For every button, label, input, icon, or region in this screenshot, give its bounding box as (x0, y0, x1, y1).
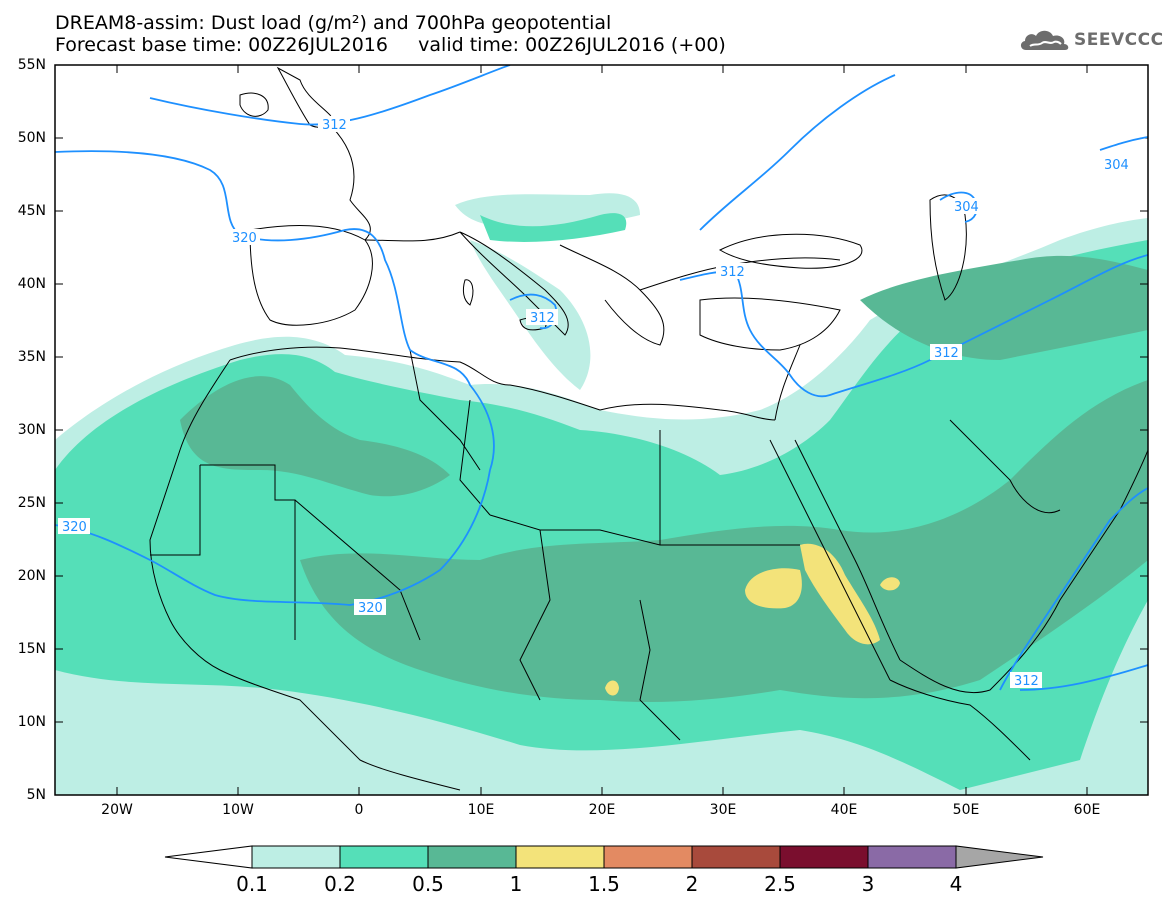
lat-label: 55N (17, 57, 46, 73)
contour-312-mideast (679, 74, 1148, 398)
lat-label: 25N (17, 495, 46, 511)
lon-label: 20E (588, 802, 616, 818)
lon-label: 50E (952, 802, 980, 818)
seevccc-logo: SEEVCCC (1018, 26, 1163, 56)
colorbar-swatch (251, 845, 341, 869)
colorbar-swatch (603, 845, 693, 869)
colorbar-label: 1 (509, 872, 523, 896)
contour-label: 312 (1014, 674, 1039, 689)
lat-label: 50N (17, 130, 46, 146)
lat-label: 10N (17, 714, 46, 730)
title-line-1: DREAM8-assim: Dust load (g/m²) and 700hP… (55, 12, 612, 34)
dust-field-0.5 (180, 376, 450, 497)
dust-field-1.0-east (880, 577, 900, 591)
colorbar-swatch (339, 845, 429, 869)
contour-label: 320 (232, 231, 257, 246)
contour-labels: 312 320 312 312 312 304 304 320 320 312 (58, 116, 1132, 689)
lon-label: 10W (222, 802, 254, 818)
colorbar-label: 1.5 (588, 872, 620, 896)
contour-312-south (999, 487, 1148, 691)
title-line-2: Forecast base time: 00Z26JUL2016 valid t… (55, 34, 726, 56)
colorbar-label: 0.1 (236, 872, 268, 896)
colorbar-swatch-below (164, 845, 253, 869)
lat-label: 15N (17, 641, 46, 657)
lat-label: 30N (17, 422, 46, 438)
lon-label: 60E (1073, 802, 1101, 818)
dust-field-0.2-italy (480, 213, 627, 242)
colorbar-swatch (779, 845, 869, 869)
contour-label: 304 (954, 200, 979, 215)
contour-label: 312 (322, 118, 347, 133)
dust-field-0.5-central (300, 380, 1148, 702)
logo-text: SEEVCCC (1074, 30, 1164, 50)
colorbar-label: 2.5 (764, 872, 796, 896)
colorbar-swatch-above (955, 845, 1044, 869)
colorbar-swatch (867, 845, 957, 869)
lon-label: 40E (830, 802, 858, 818)
lat-label: 45N (17, 203, 46, 219)
contour-label: 320 (358, 601, 383, 616)
contour-label: 320 (62, 520, 87, 535)
contour-label: 312 (530, 311, 555, 326)
map-frame (54, 64, 1149, 796)
lon-label: 20W (101, 802, 133, 818)
lon-label: 0 (354, 802, 364, 818)
cloud-icon (1020, 30, 1069, 50)
colorbar-label: 3 (861, 872, 875, 896)
colorbar-swatch (515, 845, 605, 869)
colorbar-label: 0.5 (412, 872, 444, 896)
dust-field-0.5-arabia (860, 255, 1148, 360)
contour-label: 312 (720, 265, 745, 280)
colorbar-label: 4 (949, 872, 963, 896)
contour-label: 304 (1104, 158, 1129, 173)
lat-label: 5N (26, 787, 46, 803)
lon-label: 10E (467, 802, 495, 818)
lat-label: 35N (17, 349, 46, 365)
contour-label: 312 (934, 346, 959, 361)
dust-field-1.0-chad (605, 680, 619, 696)
contour-312-central (509, 293, 558, 330)
colorbar-label: 0.2 (324, 872, 356, 896)
colorbar-swatch (427, 845, 517, 869)
dust-field-1.0-west (745, 568, 802, 609)
dust-fields (55, 193, 1148, 795)
colorbar-swatch (691, 845, 781, 869)
colorbar-label: 2 (685, 872, 699, 896)
lat-label: 40N (17, 276, 46, 292)
lat-label: 20N (17, 568, 46, 584)
lon-label: 30E (709, 802, 737, 818)
colorbar (164, 845, 1044, 869)
